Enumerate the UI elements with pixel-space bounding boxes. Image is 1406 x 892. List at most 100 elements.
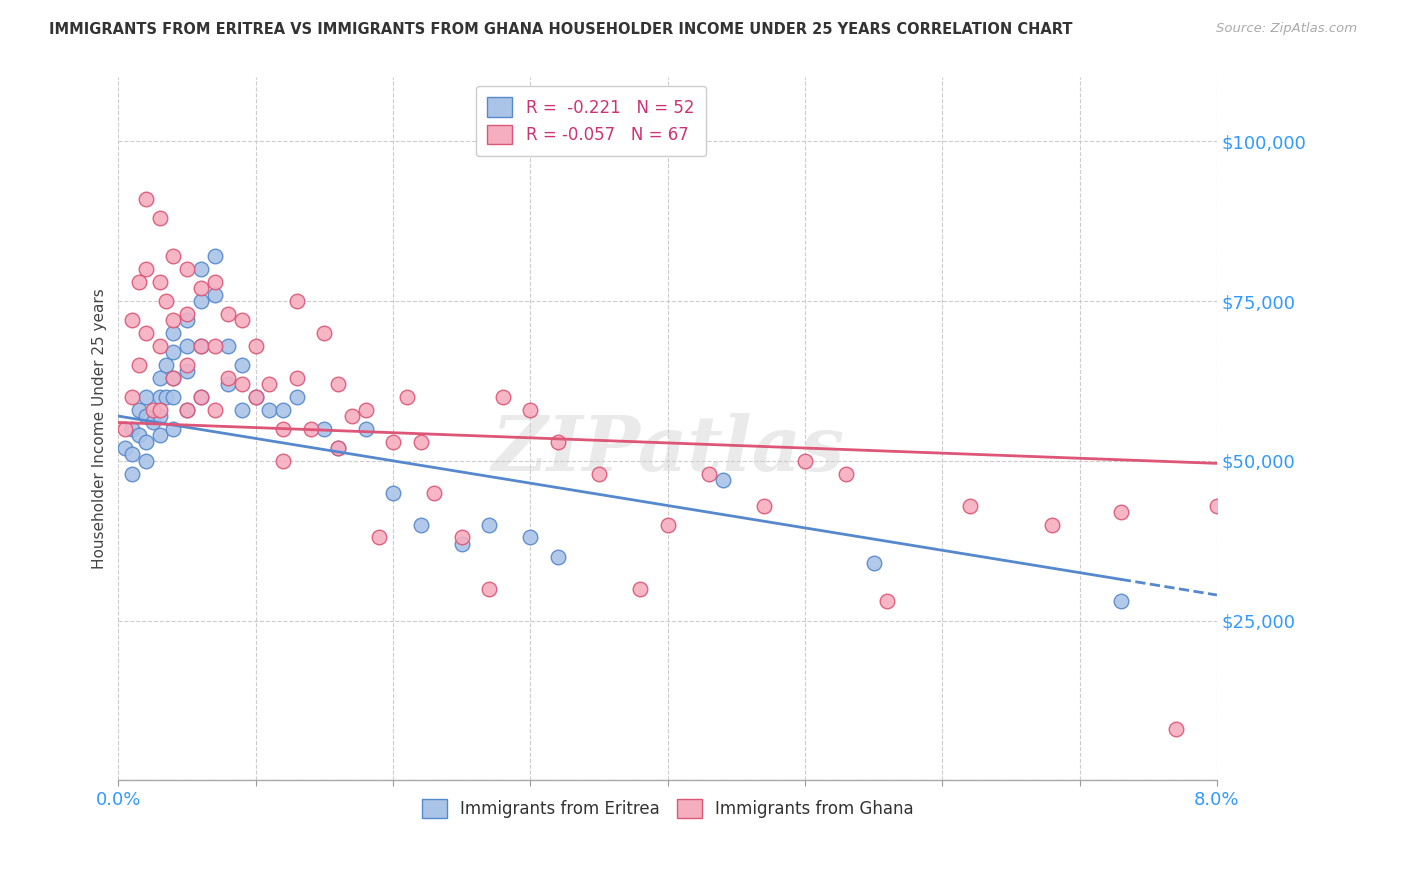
Point — [354, 422, 377, 436]
Point — [326, 441, 349, 455]
Point — [409, 434, 432, 449]
Point — [190, 294, 212, 309]
Point — [217, 339, 239, 353]
Point — [121, 422, 143, 436]
Point — [259, 402, 281, 417]
Point — [1109, 594, 1132, 608]
Point — [450, 537, 472, 551]
Point — [409, 517, 432, 532]
Point — [450, 531, 472, 545]
Point — [149, 428, 172, 442]
Point — [162, 370, 184, 384]
Point — [162, 313, 184, 327]
Point — [190, 339, 212, 353]
Point — [190, 281, 212, 295]
Point — [176, 358, 198, 372]
Point — [285, 390, 308, 404]
Point — [176, 262, 198, 277]
Point — [204, 339, 226, 353]
Point — [794, 454, 817, 468]
Point — [162, 249, 184, 263]
Point — [245, 339, 267, 353]
Point — [271, 454, 294, 468]
Point — [657, 517, 679, 532]
Point — [176, 307, 198, 321]
Point — [149, 409, 172, 423]
Y-axis label: Householder Income Under 25 years: Householder Income Under 25 years — [93, 288, 107, 569]
Point — [135, 262, 157, 277]
Point — [135, 192, 157, 206]
Point — [368, 531, 391, 545]
Text: IMMIGRANTS FROM ERITREA VS IMMIGRANTS FROM GHANA HOUSEHOLDER INCOME UNDER 25 YEA: IMMIGRANTS FROM ERITREA VS IMMIGRANTS FR… — [49, 22, 1073, 37]
Point — [135, 454, 157, 468]
Point — [128, 428, 150, 442]
Point — [149, 390, 172, 404]
Point — [128, 275, 150, 289]
Point — [423, 485, 446, 500]
Point — [176, 402, 198, 417]
Point — [135, 390, 157, 404]
Point — [876, 594, 898, 608]
Point — [314, 326, 336, 340]
Point — [285, 294, 308, 309]
Point — [395, 390, 418, 404]
Point — [299, 422, 322, 436]
Point — [314, 422, 336, 436]
Point — [1040, 517, 1063, 532]
Point — [162, 422, 184, 436]
Point — [835, 467, 858, 481]
Point — [135, 326, 157, 340]
Point — [217, 307, 239, 321]
Point — [149, 339, 172, 353]
Point — [519, 402, 541, 417]
Point — [204, 249, 226, 263]
Point — [190, 390, 212, 404]
Point — [162, 345, 184, 359]
Point — [204, 275, 226, 289]
Point — [162, 370, 184, 384]
Point — [271, 402, 294, 417]
Point — [231, 358, 253, 372]
Point — [547, 434, 569, 449]
Point — [697, 467, 720, 481]
Point — [128, 358, 150, 372]
Point — [478, 517, 501, 532]
Point — [135, 434, 157, 449]
Point — [114, 441, 136, 455]
Point — [176, 402, 198, 417]
Point — [121, 447, 143, 461]
Point — [190, 390, 212, 404]
Point — [752, 499, 775, 513]
Point — [382, 485, 405, 500]
Point — [121, 390, 143, 404]
Point — [959, 499, 981, 513]
Point — [190, 262, 212, 277]
Point — [519, 531, 541, 545]
Point — [121, 313, 143, 327]
Point — [1206, 499, 1229, 513]
Point — [382, 434, 405, 449]
Point — [588, 467, 610, 481]
Point — [354, 402, 377, 417]
Text: ZIPatlas: ZIPatlas — [491, 413, 844, 487]
Point — [245, 390, 267, 404]
Point — [478, 582, 501, 596]
Point — [862, 556, 884, 570]
Point — [231, 377, 253, 392]
Point — [1109, 505, 1132, 519]
Point — [326, 377, 349, 392]
Legend: Immigrants from Eritrea, Immigrants from Ghana: Immigrants from Eritrea, Immigrants from… — [415, 793, 920, 825]
Point — [149, 211, 172, 225]
Point — [121, 467, 143, 481]
Point — [162, 326, 184, 340]
Point — [285, 370, 308, 384]
Point — [711, 473, 734, 487]
Point — [190, 339, 212, 353]
Point — [547, 549, 569, 564]
Point — [155, 390, 177, 404]
Point — [142, 402, 165, 417]
Point — [176, 364, 198, 378]
Point — [149, 275, 172, 289]
Point — [149, 402, 172, 417]
Point — [1164, 722, 1187, 736]
